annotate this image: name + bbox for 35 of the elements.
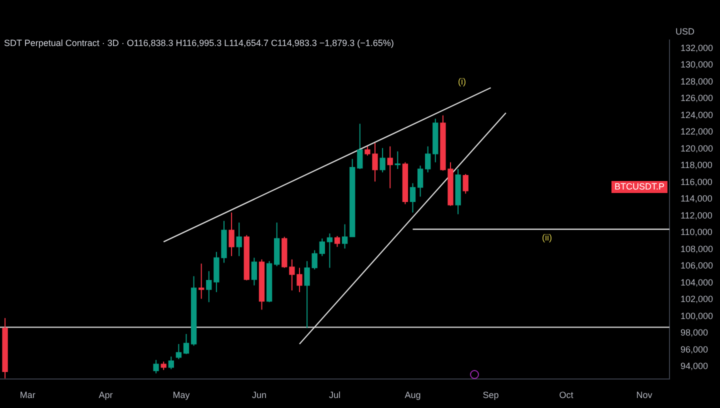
y-tick-label: 100,000 xyxy=(680,310,714,321)
y-tick-label: 94,000 xyxy=(680,361,708,372)
annotation: (ii) xyxy=(542,232,552,242)
y-tick-label: 96,000 xyxy=(680,344,708,354)
x-tick-label: May xyxy=(172,390,190,400)
x-tick-label: Nov xyxy=(636,390,653,400)
y-tick-label: 102,000 xyxy=(680,294,714,304)
y-tick-label: 132,000 xyxy=(680,42,714,53)
annotation: (i) xyxy=(458,76,466,86)
y-tick-label: 120,000 xyxy=(680,143,714,154)
x-tick-label: Aug xyxy=(404,390,421,400)
y-tick-label: 104,000 xyxy=(680,277,714,288)
x-tick-label: Sep xyxy=(482,390,499,400)
x-tick-label: Apr xyxy=(98,390,113,400)
y-tick-label: 126,000 xyxy=(680,93,714,104)
y-tick-label: 114,000 xyxy=(680,194,712,204)
y-tick-label: 116,000 xyxy=(680,176,712,187)
y-tick-label: 112,000 xyxy=(680,210,712,220)
y-tick-label: 128,000 xyxy=(680,76,714,86)
y-tick-label: 122,000 xyxy=(680,126,714,137)
y-tick-label: 108,000 xyxy=(680,244,714,254)
x-tick-label: Jul xyxy=(328,390,340,400)
y-tick-label: 106,000 xyxy=(680,260,714,271)
candlestick xyxy=(198,264,204,299)
y-tick-label: 124,000 xyxy=(680,110,714,120)
y-axis-title: USD xyxy=(675,26,695,36)
annotation: BTCUSDT.P xyxy=(614,181,664,192)
chart-title: SDT Perpetual Contract · 3D · O116,838.3 H116,995.3 L114,654.7 C114,983.3 −1,879.3 (−1.65%) xyxy=(4,38,394,48)
y-tick-label: 118,000 xyxy=(680,160,712,170)
x-tick-label: Oct xyxy=(559,390,574,400)
y-tick-label: 98,000 xyxy=(680,328,708,338)
y-tick-label: 110,000 xyxy=(680,227,712,238)
x-tick-label: Mar xyxy=(20,390,36,400)
y-tick-label: 130,000 xyxy=(680,60,714,70)
x-tick-label: Jun xyxy=(252,390,266,400)
